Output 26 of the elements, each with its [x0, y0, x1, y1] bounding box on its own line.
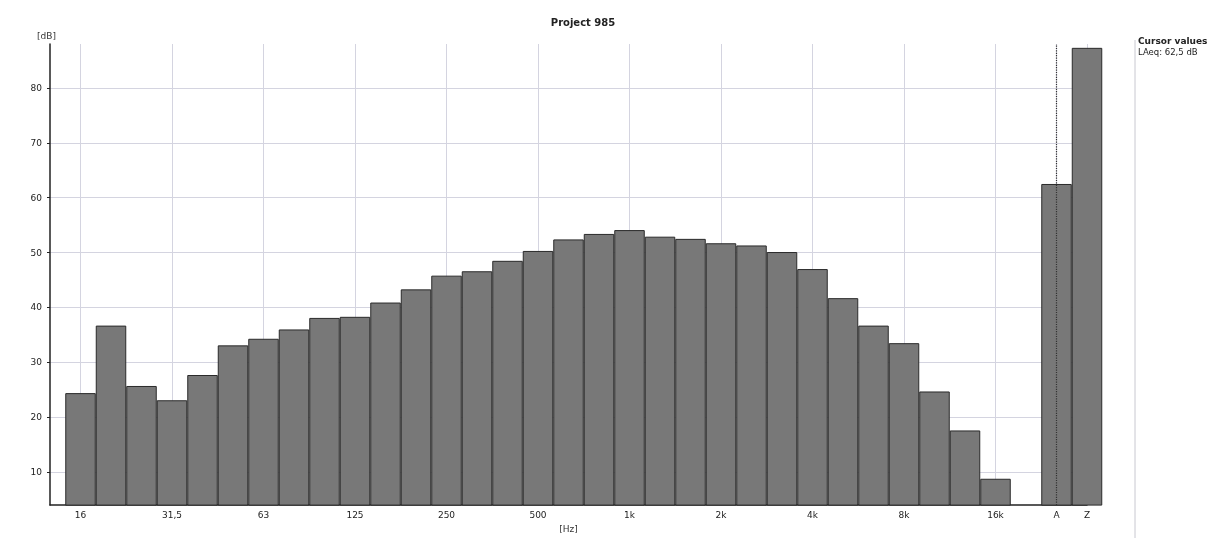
- text: Cursor values: [1138, 35, 1208, 46]
- x-axis-title: [Hz]: [559, 523, 578, 534]
- text: LAeq: 62,5 dB: [1138, 46, 1198, 57]
- y-tick-label: 50: [30, 247, 43, 258]
- y-tick-label: 30: [30, 357, 43, 368]
- x-tick-label: Z: [1083, 509, 1091, 520]
- x-tick-label: 500: [529, 509, 547, 520]
- x-tick-label: 63: [257, 509, 270, 520]
- y-tick-label: 80: [30, 82, 43, 93]
- x-tick-label: 16: [74, 509, 87, 520]
- x-tick-label: 8k: [898, 509, 911, 520]
- x-tick-label: 1k: [624, 509, 636, 520]
- chart-title: Project 985: [550, 16, 616, 28]
- x-tick-label: A: [1053, 509, 1061, 520]
- x-tick-label: 4k: [807, 509, 819, 520]
- y-tick-label: 70: [30, 137, 43, 148]
- x-tick-label: 16k: [987, 509, 1005, 520]
- x-tick-label: 125: [346, 509, 364, 520]
- y-axis-title: [dB]: [37, 30, 56, 41]
- x-tick-label: 2k: [715, 509, 728, 520]
- y-tick-label: 10: [30, 467, 43, 478]
- x-tick-label: 31,5: [161, 509, 183, 520]
- x-tick-label: 250: [437, 509, 456, 520]
- y-tick-label: 20: [30, 412, 43, 423]
- y-tick-label: 40: [30, 302, 43, 313]
- y-tick-label: 60: [30, 192, 43, 203]
